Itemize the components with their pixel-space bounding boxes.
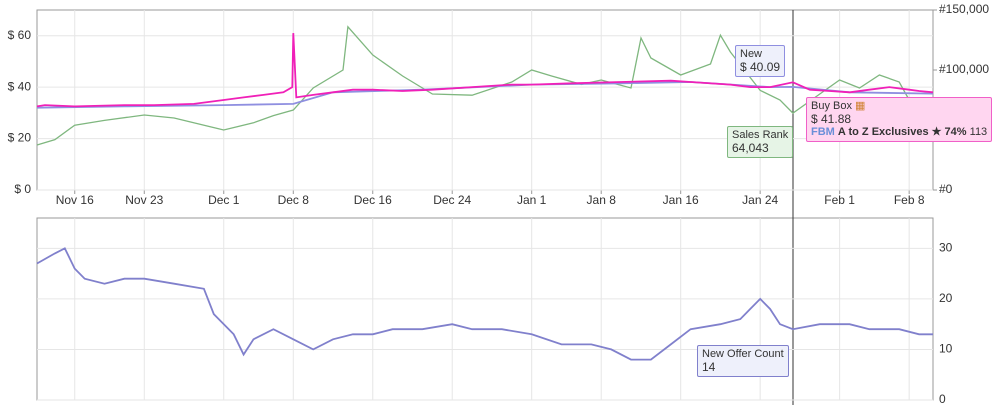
icon: ▦: [855, 100, 866, 112]
plot-frame: [36, 9, 934, 191]
tooltip-title: New: [740, 48, 763, 60]
seller: A to Z Exclusives: [837, 126, 929, 138]
y2-tick-label: #100,000: [939, 62, 989, 76]
x-tick-label: Jan 8: [587, 193, 617, 207]
tooltip-title: Sales Rank: [732, 129, 789, 141]
x-tick-label: Jan 16: [663, 193, 699, 207]
tooltip-value: 14: [702, 360, 716, 374]
y2-tick-label: #0: [939, 182, 953, 196]
plot-frame: [36, 217, 934, 401]
y-tick-label: $ 40: [8, 79, 32, 93]
y-tick-label: $ 60: [8, 28, 32, 42]
tooltip-value: 64,043: [732, 141, 769, 155]
x-tick-label: Dec 8: [278, 193, 310, 207]
tooltip-value: $ 41.88: [811, 112, 852, 126]
y-tick-label: 10: [939, 342, 953, 356]
y2-tick-label: #150,000: [939, 2, 989, 16]
x-tick-label: Dec 24: [433, 193, 471, 207]
y-tick-label: 20: [939, 291, 953, 305]
x-tick-label: Nov 23: [125, 193, 163, 207]
y-tick-label: $ 20: [8, 131, 32, 145]
rating: ★ 74%: [931, 126, 967, 138]
x-tick-label: Dec 1: [208, 193, 240, 207]
y-tick-label: $ 0: [14, 182, 31, 196]
tooltip-offer-count: New Offer Count 14: [697, 345, 789, 377]
tooltip-value: $ 40.09: [740, 60, 781, 74]
x-tick-label: Feb 8: [894, 193, 925, 207]
x-tick-label: Nov 16: [56, 193, 94, 207]
tooltip-buy-box: Buy Box ▦ $ 41.88 FBM A to Z Exclusives …: [806, 97, 993, 142]
series-line: [36, 247, 933, 361]
series-line: [36, 33, 934, 108]
tooltip-title: Buy Box: [811, 100, 852, 112]
x-tick-label: Feb 1: [824, 193, 855, 207]
y-tick-label: 0: [939, 392, 946, 405]
y-tick-label: 30: [939, 241, 953, 255]
rating-count: 113: [969, 126, 988, 138]
x-tick-label: Dec 16: [354, 193, 392, 207]
tooltip-sales-rank: Sales Rank 64,043: [727, 126, 794, 158]
tooltip-title: New Offer Count: [702, 348, 784, 360]
x-tick-label: Jan 1: [517, 193, 547, 207]
x-tick-label: Jan 24: [742, 193, 778, 207]
tooltip-new: New $ 40.09: [735, 45, 786, 77]
seller-type: FBM: [811, 126, 835, 138]
